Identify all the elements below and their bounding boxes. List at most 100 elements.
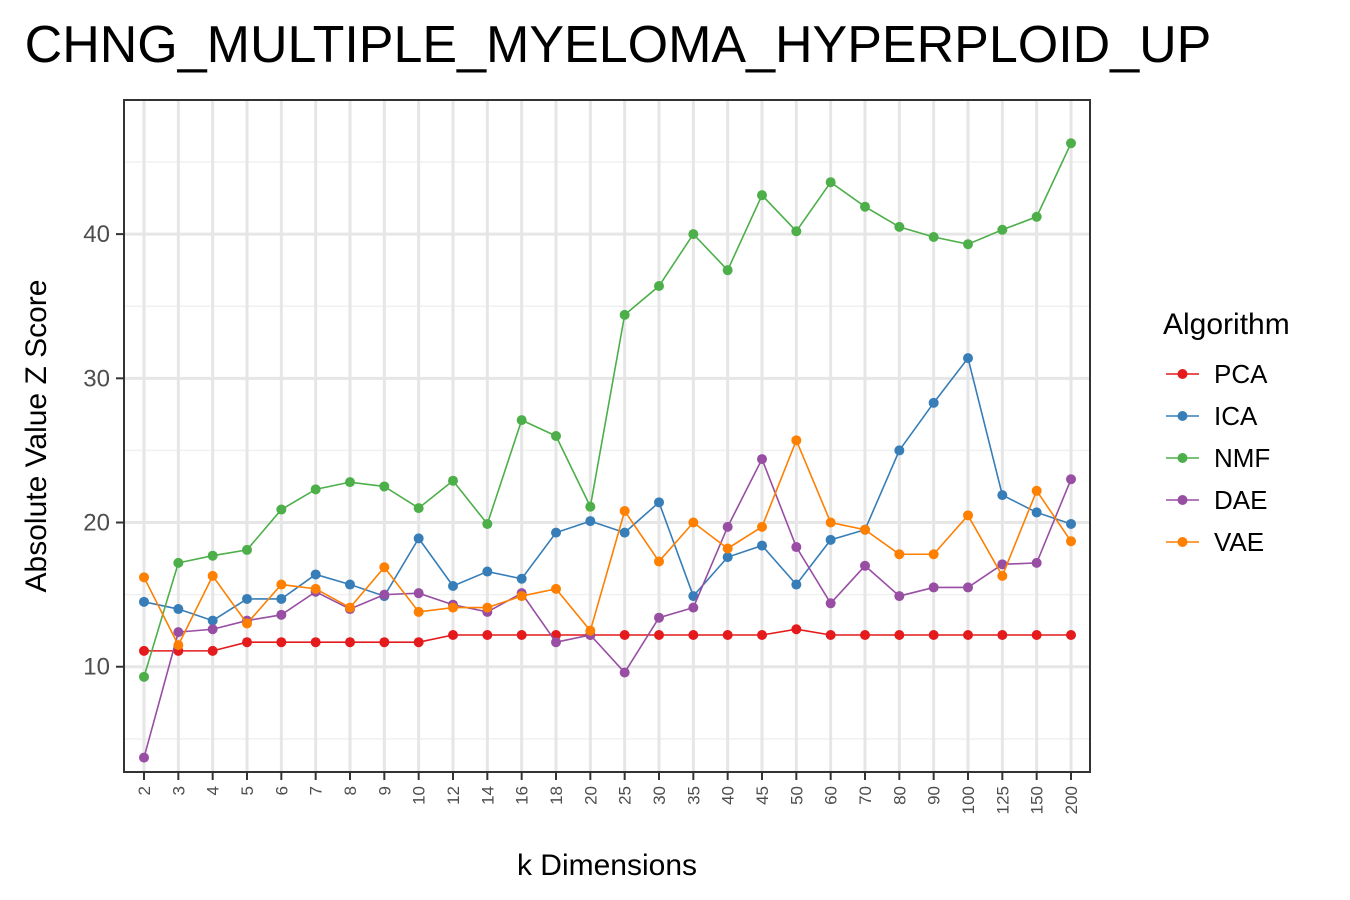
data-point-vae — [516, 591, 527, 602]
legend-label: PCA — [1214, 359, 1268, 389]
data-point-dae — [688, 602, 699, 613]
data-point-nmf — [242, 544, 252, 555]
data-point-pca — [516, 630, 527, 641]
data-point-nmf — [139, 671, 149, 682]
data-point-dae — [551, 637, 561, 648]
data-point-dae — [1031, 557, 1042, 568]
x-tick-label: 18 — [547, 786, 566, 805]
data-point-dae — [757, 454, 767, 465]
data-point-pca — [413, 637, 424, 648]
data-point-ica — [757, 540, 767, 551]
plot-panel-border — [123, 99, 1091, 773]
data-point-nmf — [276, 504, 287, 515]
data-point-dae — [963, 582, 973, 593]
data-point-ica — [551, 527, 561, 538]
data-point-vae — [997, 570, 1008, 581]
x-tick-label: 3 — [169, 786, 188, 795]
data-point-dae — [276, 609, 287, 620]
x-tick-label: 6 — [272, 786, 291, 795]
legend-label: ICA — [1214, 401, 1258, 431]
y-tick-label: 30 — [83, 365, 110, 392]
minor-gridlines — [124, 161, 1090, 740]
data-point-vae — [207, 570, 218, 581]
data-point-ica — [242, 593, 252, 604]
data-point-nmf — [928, 231, 939, 242]
y-tick-label: 40 — [83, 221, 110, 248]
data-point-pca — [482, 630, 493, 641]
data-point-nmf — [516, 415, 527, 426]
x-tick-label: 30 — [650, 786, 669, 805]
x-tick-label: 7 — [307, 786, 326, 795]
x-tick-label: 200 — [1062, 786, 1081, 814]
data-point-nmf — [413, 503, 424, 514]
data-point-dae — [722, 521, 733, 532]
series-line-vae — [143, 438, 1072, 647]
data-point-pca — [928, 630, 939, 641]
data-point-nmf — [379, 481, 390, 492]
legend: Algorithm PCA ICA NMF DAE VAE — [1163, 308, 1290, 557]
data-point-pca — [722, 630, 733, 641]
data-point-pca — [825, 630, 836, 641]
data-point-vae — [894, 549, 905, 560]
data-point-dae — [860, 560, 870, 571]
data-point-ica — [928, 397, 939, 408]
x-tick-label: 10 — [410, 786, 429, 805]
chart-title: CHNG_MULTIPLE_MYELOMA_HYPERPLOID_UP — [25, 16, 1212, 74]
x-tick-label: 80 — [890, 786, 909, 805]
data-point-dae — [619, 667, 630, 678]
x-tick-label: 35 — [684, 786, 703, 805]
data-point-vae — [310, 583, 321, 594]
data-point-ica — [207, 615, 218, 626]
data-point-vae — [242, 618, 252, 629]
data-point-vae — [619, 505, 630, 516]
data-point-pca — [688, 630, 699, 641]
legend-item-pca: PCA — [1166, 359, 1268, 389]
x-tick-label: 60 — [822, 786, 841, 805]
data-point-pca — [139, 645, 149, 656]
data-point-pca — [242, 637, 252, 648]
data-point-ica — [585, 516, 596, 527]
data-point-ica — [482, 566, 493, 577]
data-point-pca — [1031, 630, 1042, 641]
data-point-nmf — [654, 281, 664, 292]
data-point-pca — [860, 630, 870, 641]
series-line-pca — [144, 628, 1071, 652]
x-tick-label: 125 — [993, 786, 1012, 814]
data-point-pca — [448, 630, 458, 641]
data-point-ica — [997, 490, 1008, 501]
data-point-nmf — [585, 501, 596, 512]
data-point-pca — [379, 637, 390, 648]
data-point-pca — [619, 630, 630, 641]
y-axis: 10 20 30 40 — [83, 221, 124, 681]
data-point-ica — [173, 604, 184, 615]
x-tick-label: 12 — [444, 786, 463, 805]
data-point-vae — [1031, 485, 1042, 496]
data-point-nmf — [207, 550, 218, 561]
data-point-nmf — [173, 557, 184, 568]
data-point-nmf — [482, 518, 493, 529]
data-point-nmf — [757, 190, 767, 201]
data-point-ica — [825, 534, 836, 545]
x-axis: 2 3 4 5 6 7 8 9 10 12 14 16 18 20 25 30 35 40 45 50 60 70 80 90… — [135, 772, 1081, 814]
x-tick-label: 9 — [375, 786, 394, 795]
data-point-vae — [825, 517, 836, 528]
legend-key-point — [1177, 537, 1188, 547]
x-tick-label: 40 — [719, 786, 738, 805]
data-point-nmf — [963, 239, 973, 250]
data-point-nmf — [1031, 211, 1042, 222]
legend-key-point — [1177, 453, 1188, 463]
x-axis-title: k Dimensions — [517, 849, 697, 882]
data-point-vae — [413, 606, 424, 617]
data-point-vae — [173, 640, 184, 651]
legend-item-dae: DAE — [1166, 485, 1267, 515]
data-point-pca — [1066, 630, 1076, 641]
data-point-ica — [1031, 507, 1042, 518]
data-point-vae — [139, 572, 149, 583]
data-point-dae — [791, 542, 802, 553]
data-point-nmf — [448, 475, 458, 486]
y-axis-title: Absolute Value Z Score — [20, 280, 53, 593]
data-point-nmf — [688, 229, 699, 240]
data-point-nmf — [551, 431, 561, 441]
y-tick-label: 10 — [83, 654, 110, 681]
